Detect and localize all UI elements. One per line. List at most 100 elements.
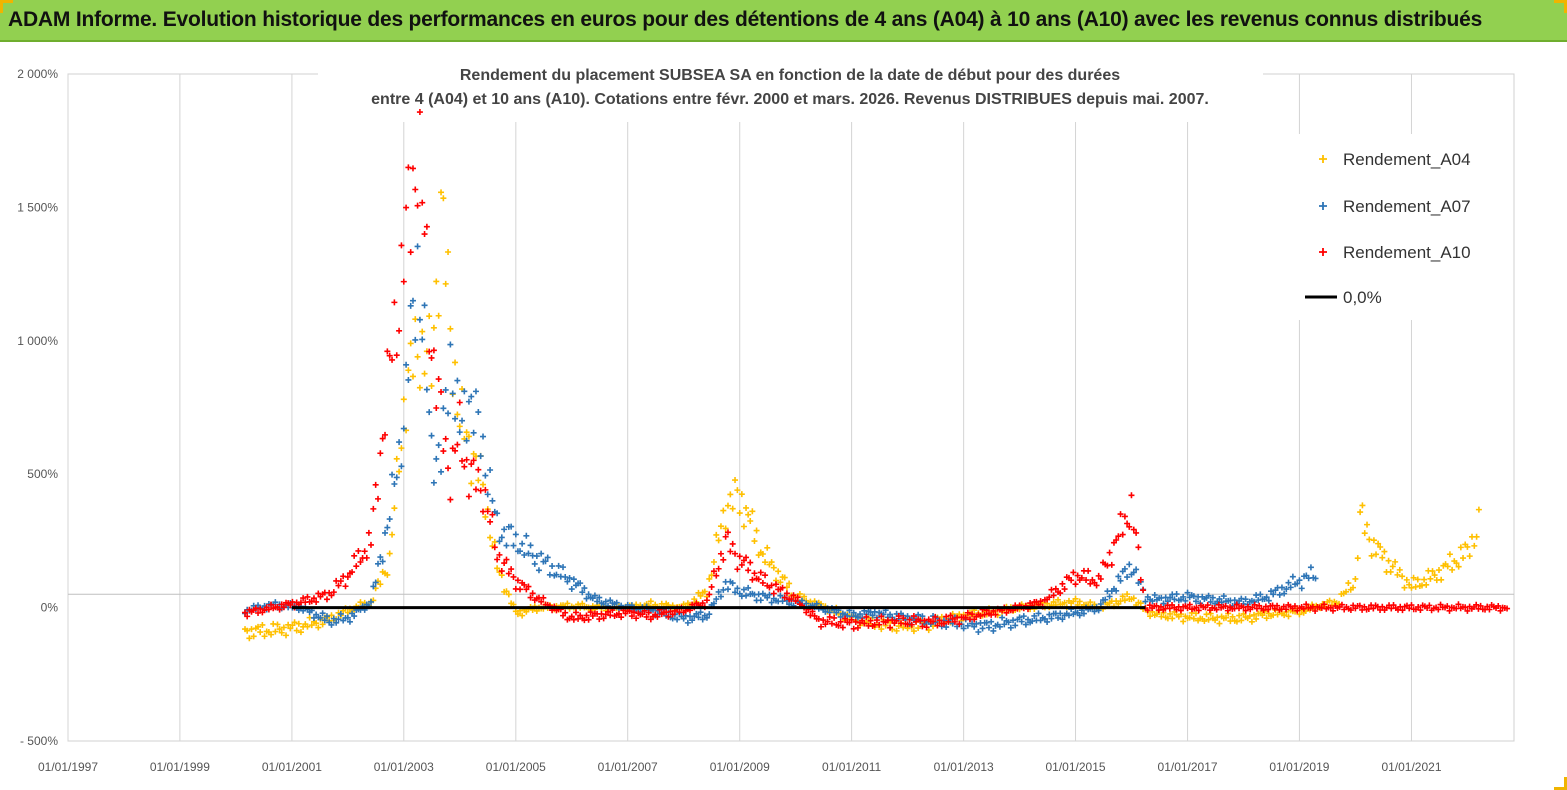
data-point xyxy=(713,572,720,579)
data-point xyxy=(1171,596,1178,603)
data-point xyxy=(1080,610,1087,617)
data-point xyxy=(1087,599,1094,606)
data-point xyxy=(1222,603,1229,610)
data-point xyxy=(1431,572,1438,579)
data-point xyxy=(391,299,398,306)
data-point xyxy=(508,523,515,530)
data-point xyxy=(542,558,549,565)
data-point xyxy=(1102,596,1109,603)
data-point xyxy=(1113,537,1120,544)
data-point xyxy=(1281,612,1288,619)
data-point xyxy=(1368,552,1375,559)
data-point xyxy=(1095,572,1102,579)
data-point xyxy=(1124,574,1131,581)
data-point xyxy=(1117,598,1124,605)
data-point xyxy=(919,613,926,620)
data-point xyxy=(893,627,900,634)
data-point xyxy=(435,312,442,319)
data-point xyxy=(1151,592,1158,599)
data-point xyxy=(983,619,990,626)
data-point xyxy=(310,595,317,602)
data-point xyxy=(465,493,472,500)
data-point xyxy=(934,622,941,629)
data-point xyxy=(1298,585,1305,592)
data-point xyxy=(689,617,696,624)
data-point xyxy=(1087,580,1094,587)
data-point xyxy=(1224,607,1231,614)
data-point xyxy=(442,280,449,287)
data-point xyxy=(566,574,573,581)
data-point xyxy=(1037,598,1044,605)
data-point xyxy=(720,556,727,563)
data-point xyxy=(766,591,773,598)
data-point xyxy=(396,327,403,334)
data-point xyxy=(313,620,320,627)
data-point xyxy=(423,386,430,393)
data-point xyxy=(887,611,894,618)
data-point xyxy=(514,611,521,618)
data-point xyxy=(1473,601,1480,608)
data-point xyxy=(1446,551,1453,558)
data-point xyxy=(503,588,510,595)
data-point xyxy=(1460,555,1467,562)
data-point xyxy=(456,399,463,406)
data-point xyxy=(1046,611,1053,618)
data-point xyxy=(1201,618,1208,625)
data-point xyxy=(1357,509,1364,516)
data-point xyxy=(1274,602,1281,609)
data-point xyxy=(261,633,268,640)
x-tick-label: 01/01/2007 xyxy=(598,760,658,774)
data-point xyxy=(470,429,477,436)
data-point xyxy=(357,559,364,566)
data-point xyxy=(1052,585,1059,592)
data-point xyxy=(1464,543,1471,550)
data-point xyxy=(1387,568,1394,575)
data-point xyxy=(1251,611,1258,618)
data-point xyxy=(361,548,368,555)
data-point xyxy=(416,109,423,116)
data-point xyxy=(553,571,560,578)
data-point xyxy=(1113,587,1120,594)
data-point xyxy=(1115,573,1122,580)
data-point xyxy=(463,437,470,444)
data-point xyxy=(405,164,412,171)
data-point xyxy=(503,556,510,563)
data-point xyxy=(475,477,482,484)
data-point xyxy=(445,248,452,255)
data-point xyxy=(1278,584,1285,591)
data-point xyxy=(919,623,926,630)
data-point xyxy=(389,531,396,538)
data-point xyxy=(951,618,958,625)
data-point xyxy=(250,633,257,640)
data-point xyxy=(1010,617,1017,624)
data-point xyxy=(1283,606,1290,613)
data-point xyxy=(809,608,816,615)
data-point xyxy=(1283,586,1290,593)
data-point xyxy=(421,302,428,309)
data-point xyxy=(1423,581,1430,588)
data-point xyxy=(1473,533,1480,540)
data-point xyxy=(449,390,456,397)
data-point xyxy=(1379,554,1386,561)
data-point xyxy=(759,551,766,558)
data-point xyxy=(813,600,820,607)
data-point xyxy=(517,548,524,555)
data-point xyxy=(710,559,717,566)
data-point xyxy=(447,496,454,503)
data-point xyxy=(747,518,754,525)
data-point xyxy=(910,628,917,635)
data-point xyxy=(850,609,857,616)
y-tick-label: 500% xyxy=(27,467,58,481)
data-point xyxy=(414,353,421,360)
data-point xyxy=(1263,594,1270,601)
data-point xyxy=(265,606,272,613)
data-point xyxy=(695,614,702,621)
data-point xyxy=(906,616,913,623)
data-point xyxy=(389,471,396,478)
data-point xyxy=(484,491,491,498)
data-point xyxy=(706,575,713,582)
data-point xyxy=(344,614,351,621)
data-point xyxy=(1359,502,1366,509)
data-point xyxy=(1182,597,1189,604)
data-point xyxy=(323,613,330,620)
